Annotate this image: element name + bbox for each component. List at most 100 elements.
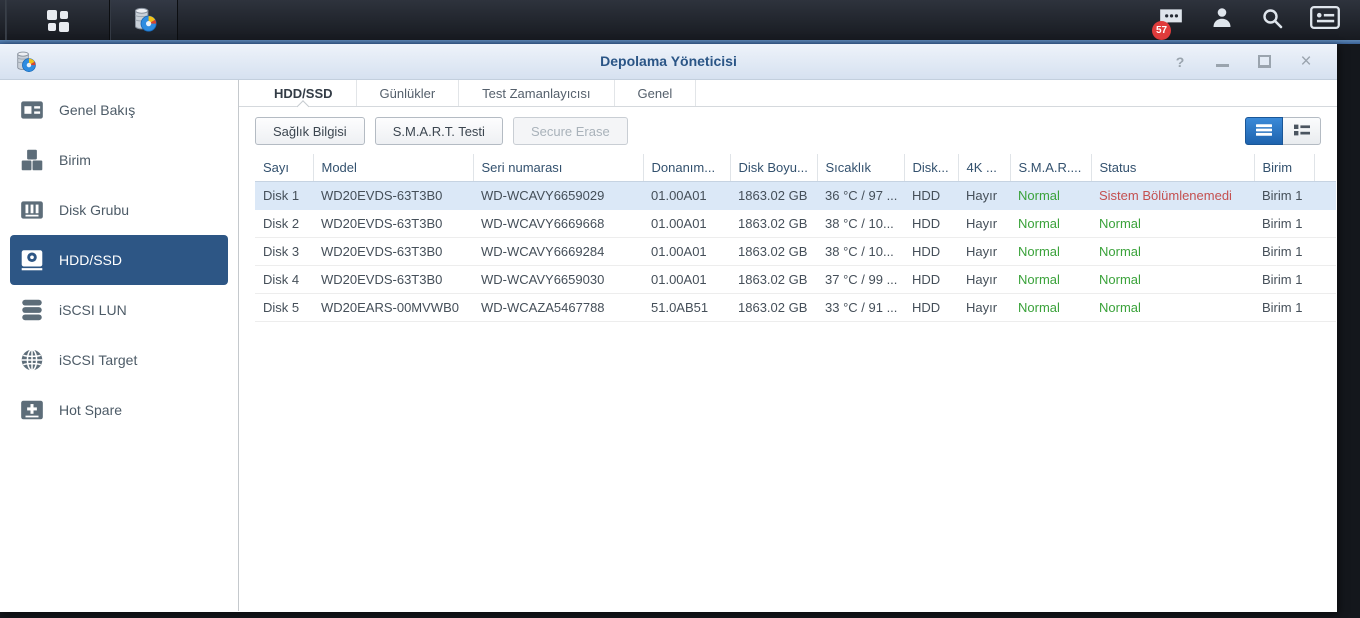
table-cell: 1863.02 GB — [730, 237, 817, 266]
s-m-a-r-t-testi-button[interactable]: S.M.A.R.T. Testi — [374, 117, 503, 145]
sidebar-item-hot-spare[interactable]: Hot Spare — [10, 385, 228, 435]
table-cell: Birim 1 — [1254, 237, 1314, 266]
tab-hdd-ssd[interactable]: HDD/SSD — [251, 80, 357, 113]
tab-g-nl-kler[interactable]: Günlükler — [357, 80, 460, 106]
window-title: Depolama Yöneticisi — [600, 53, 737, 69]
column-header-status[interactable]: Status — [1091, 154, 1255, 182]
table-cell: WD20EVDS-63T3B0 — [313, 265, 473, 294]
table-cell: 01.00A01 — [643, 181, 730, 210]
table-cell: 38 °C / 10... — [817, 237, 904, 266]
table-cell: WD20EVDS-63T3B0 — [313, 209, 473, 238]
restore-icon — [1257, 55, 1271, 68]
table-cell: 1863.02 GB — [730, 293, 817, 322]
widgets-button[interactable] — [1310, 6, 1340, 34]
table-row-disk-2[interactable]: Disk 2 WD20EVDS-63T3B0 WD-WCAVY6669668 01.0… — [255, 209, 1336, 238]
table-cell: HDD — [904, 181, 958, 210]
table-row-disk-4[interactable]: Disk 4 WD20EVDS-63T3B0 WD-WCAVY6659030 01.0… — [255, 265, 1336, 294]
table-cell: Hayır — [958, 181, 1010, 210]
hot-spare-icon — [19, 397, 45, 423]
close-button[interactable]: × — [1300, 50, 1312, 72]
table-cell: 01.00A01 — [643, 209, 730, 238]
detail-view-button[interactable] — [1283, 117, 1321, 145]
table-cell — [1314, 181, 1336, 210]
sidebar-item-label: Birim — [59, 152, 91, 168]
table-cell: Disk 1 — [255, 181, 313, 210]
search-button[interactable] — [1260, 6, 1284, 35]
table-cell: WD-WCAVY6659029 — [473, 181, 643, 210]
table-cell: Normal — [1010, 265, 1091, 294]
table-row-disk-1[interactable]: Disk 1 WD20EVDS-63T3B0 WD-WCAVY6659029 01.0… — [255, 181, 1336, 210]
column-header-s-cakl-k[interactable]: Sıcaklık — [817, 154, 905, 182]
table-cell: Normal — [1091, 265, 1254, 294]
notifications-button[interactable]: 57 — [1152, 7, 1184, 40]
table-cell: Birim 1 — [1254, 181, 1314, 210]
tab-test-zamanlay-c-s[interactable]: Test Zamanlayıcısı — [459, 80, 615, 106]
column-header-seri-numaras[interactable]: Seri numarası — [473, 154, 644, 182]
main-menu-button[interactable] — [6, 0, 110, 40]
widgets-icon — [1310, 6, 1340, 34]
sidebar: Genel Bakış Birim Disk Grubu HDD/SSD iSCSI L… — [0, 80, 239, 611]
column-header-disk-boyu[interactable]: Disk Boyu... — [730, 154, 818, 182]
overview-icon — [19, 97, 45, 123]
column-header-birim[interactable]: Birim — [1254, 154, 1315, 182]
sidebar-item-iscsi-lun[interactable]: iSCSI LUN — [10, 285, 228, 335]
storage-manager-window: Depolama Yöneticisi ? × Genel Bakış Birim… — [0, 44, 1337, 612]
table-cell: 36 °C / 97 ... — [817, 181, 904, 210]
restore-button[interactable] — [1255, 53, 1273, 71]
toolbar-buttons: Sağlık Bilgisi S.M.A.R.T. Testi Secure Era… — [255, 117, 638, 145]
taskbar: 57 — [0, 0, 1360, 40]
sa-l-k-bilgisi-button[interactable]: Sağlık Bilgisi — [255, 117, 365, 145]
table-cell: 1863.02 GB — [730, 265, 817, 294]
disk-group-icon — [19, 197, 45, 223]
table-cell: 1863.02 GB — [730, 209, 817, 238]
table-cell: 38 °C / 10... — [817, 209, 904, 238]
list-view-icon — [1255, 123, 1273, 140]
sidebar-item-iscsi-target[interactable]: iSCSI Target — [10, 335, 228, 385]
table-cell: Hayır — [958, 209, 1010, 238]
table-cell: WD20EVDS-63T3B0 — [313, 237, 473, 266]
column-header-donan-m[interactable]: Donanım... — [643, 154, 731, 182]
table-cell: 33 °C / 91 ... — [817, 293, 904, 322]
secure-erase-button[interactable]: Secure Erase — [512, 117, 628, 145]
table-cell: Hayır — [958, 265, 1010, 294]
table-cell: Birim 1 — [1254, 293, 1314, 322]
list-view-button[interactable] — [1245, 117, 1283, 145]
sidebar-item-birim[interactable]: Birim — [10, 135, 228, 185]
disk-table: Sayı Model Seri numarası Donanım... Disk Boy… — [255, 154, 1336, 322]
sidebar-item-label: Disk Grubu — [59, 202, 130, 218]
column-header-4k[interactable]: 4K ... — [958, 154, 1011, 182]
sidebar-item-disk-grubu[interactable]: Disk Grubu — [10, 185, 228, 235]
sidebar-item-hdd-ssd[interactable]: HDD/SSD — [10, 235, 228, 285]
table-cell: 37 °C / 99 ... — [817, 265, 904, 294]
table-cell: Sistem Bölümlenemedi — [1091, 181, 1254, 210]
column-header-disk[interactable]: Disk... — [904, 154, 959, 182]
sidebar-item-label: iSCSI LUN — [59, 302, 127, 318]
main-menu-icon — [45, 7, 71, 33]
column-header-gutter — [1314, 154, 1336, 182]
column-header-s-m-a-r[interactable]: S.M.A.R.... — [1010, 154, 1092, 182]
table-cell: Birim 1 — [1254, 209, 1314, 238]
minimize-button[interactable] — [1213, 53, 1231, 71]
view-toggle — [1245, 117, 1321, 145]
table-cell — [1314, 265, 1336, 294]
sidebar-item-label: iSCSI Target — [59, 352, 138, 368]
storage-manager-taskbar-button[interactable] — [110, 0, 178, 40]
help-button[interactable]: ? — [1175, 53, 1185, 70]
tab-genel[interactable]: Genel — [615, 80, 697, 106]
window-titlebar[interactable]: Depolama Yöneticisi ? × — [0, 44, 1337, 80]
table-row-disk-3[interactable]: Disk 3 WD20EVDS-63T3B0 WD-WCAVY6669284 01.0… — [255, 237, 1336, 266]
sidebar-item-genel-bak[interactable]: Genel Bakış — [10, 85, 228, 135]
table-row-disk-5[interactable]: Disk 5 WD20EARS-00MVWB0 WD-WCAZA5467788 51.… — [255, 293, 1336, 322]
sidebar-item-label: HDD/SSD — [59, 252, 123, 268]
column-header-say[interactable]: Sayı — [255, 154, 314, 182]
notification-badge: 57 — [1152, 20, 1171, 40]
user-button[interactable] — [1210, 6, 1234, 35]
table-cell: WD-WCAVY6659030 — [473, 265, 643, 294]
table-cell: WD-WCAVY6669284 — [473, 237, 643, 266]
table-cell: 01.00A01 — [643, 237, 730, 266]
column-header-model[interactable]: Model — [313, 154, 474, 182]
table-cell: Disk 4 — [255, 265, 313, 294]
table-cell — [1314, 209, 1336, 238]
minimize-icon — [1215, 64, 1229, 67]
table-cell — [1314, 237, 1336, 266]
